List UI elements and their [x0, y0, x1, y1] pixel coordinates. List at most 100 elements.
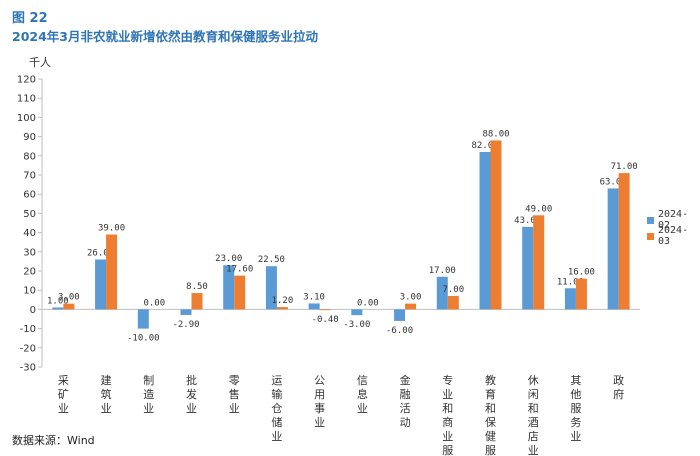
data-label-series-2: 3.00 [58, 293, 80, 303]
category-label-char: 息 [357, 387, 368, 401]
category-label-char: 其 [570, 374, 581, 387]
bar-series-1 [265, 266, 277, 310]
data-label-series-1: 11.00 [557, 277, 584, 287]
category-label-char: 仓 [271, 401, 282, 415]
data-label-series-1: 43.00 [514, 216, 541, 226]
category-label-char: 和 [528, 402, 539, 415]
data-label-series-1: 82.00 [471, 141, 498, 151]
data-label-series-1: 23.00 [215, 254, 242, 264]
y-tick-label: -20 [20, 343, 36, 354]
chart-title: 2024年3月非农就业新增依然由教育和保健服务业拉动 [12, 29, 318, 44]
category-label-char: 售 [229, 387, 240, 401]
category-label-char: 业 [528, 444, 539, 456]
bar-series-1 [564, 288, 576, 310]
legend-swatch-series-2 [647, 232, 654, 240]
data-label-series-1: -6.00 [386, 326, 413, 336]
category-label-char: 融 [400, 388, 411, 401]
data-label-series-1: -10.00 [127, 334, 160, 344]
bar-series-2 [533, 215, 545, 310]
category-label-char: 务 [570, 416, 581, 429]
legend-label-series-2: 2024-03 [657, 225, 689, 247]
data-label-series-2: 49.00 [525, 204, 552, 214]
category-label-char: 服 [442, 444, 453, 456]
category-label-char: 矿 [58, 388, 69, 401]
bar-series-1 [52, 307, 64, 310]
category-label-char: 业 [143, 402, 154, 415]
y-tick-label: 0 [30, 305, 36, 316]
data-label-series-2: 16.00 [568, 268, 595, 278]
category-label-char: 和 [485, 402, 496, 415]
y-axis-unit: 千人 [29, 56, 51, 69]
category-label-char: 采 [58, 374, 69, 387]
bar-series-1 [137, 309, 149, 329]
category-label-char: 育 [485, 387, 496, 401]
data-label-series-2: 0.00 [357, 298, 379, 308]
category-label-char: 业 [314, 416, 325, 429]
bar-series-2 [618, 173, 630, 310]
category-label-char: 政 [613, 373, 624, 387]
data-label-series-1: 3.10 [303, 292, 325, 302]
category-label-char: 发 [186, 387, 197, 401]
category-label-char: 业 [357, 402, 368, 415]
bar-series-1 [308, 303, 320, 310]
category-label-char: 健 [485, 430, 496, 443]
category-label-char: 零 [229, 374, 240, 387]
data-label-series-1: -3.00 [343, 320, 370, 330]
data-label-series-1: 26.00 [87, 248, 114, 258]
category-label-char: 酒 [528, 416, 539, 429]
data-label-series-1: -2.90 [172, 320, 199, 330]
y-tick-label: 60 [23, 190, 36, 201]
data-label-series-2: 0.00 [143, 298, 165, 308]
legend-item-series-1: 2024-02 [647, 209, 700, 231]
category-label-char: 保 [485, 415, 496, 429]
bar-series-2 [447, 295, 459, 310]
legend-swatch-series-1 [647, 216, 654, 224]
legend-item-series-2: 2024-03 [647, 225, 700, 247]
bar-series-2 [575, 278, 587, 310]
data-label-series-1: 22.50 [258, 255, 285, 265]
y-tick-label: 50 [23, 209, 36, 220]
bar-series-2 [63, 303, 75, 310]
y-tick-label: 40 [23, 228, 36, 239]
bar-series-1 [522, 226, 534, 310]
category-label-char: 储 [271, 415, 282, 429]
category-label-char: 活 [400, 402, 411, 415]
bar-series-1 [351, 309, 363, 316]
bar-series-1 [394, 309, 406, 321]
category-label-char: 他 [570, 388, 581, 401]
y-tick-label: 80 [23, 151, 36, 162]
bar-series-2 [234, 275, 246, 310]
category-label-char: 制 [143, 374, 154, 387]
data-label-series-2: 8.50 [186, 282, 208, 292]
bar-series-2 [191, 293, 203, 310]
y-tick-label: 110 [17, 94, 36, 105]
y-tick-label: 120 [17, 75, 36, 86]
bar-series-1 [180, 309, 192, 315]
bar-series-1 [607, 188, 619, 310]
y-tick-label: 100 [17, 113, 36, 124]
data-label-series-2: 71.00 [611, 162, 638, 172]
category-label-char: 业 [229, 402, 240, 415]
category-label-char: 建 [101, 373, 112, 387]
category-label-char: 业 [570, 430, 581, 443]
y-tick-label: 30 [23, 247, 36, 258]
category-label-char: 金 [400, 373, 411, 387]
category-label-char: 筑 [101, 387, 112, 401]
source-note: 数据来源：Wind [12, 434, 95, 447]
category-label-char: 教 [485, 374, 496, 387]
category-label-char: 用 [314, 388, 325, 401]
category-label-char: 业 [101, 402, 112, 415]
category-label-char: 休 [528, 374, 539, 387]
category-label-char: 业 [442, 430, 453, 443]
bar-series-1 [95, 259, 107, 310]
legend: 2024-02 2024-03 [647, 209, 700, 247]
category-label-char: 事 [314, 402, 325, 415]
y-tick-label: -30 [20, 363, 36, 374]
category-label-char: 业 [271, 430, 282, 443]
category-label-char: 输 [271, 387, 282, 401]
data-label-series-2: 88.00 [482, 129, 509, 139]
bar-series-2 [276, 307, 288, 310]
data-label-series-1: 63.00 [600, 177, 627, 187]
figure-label: 图 22 [12, 11, 48, 26]
